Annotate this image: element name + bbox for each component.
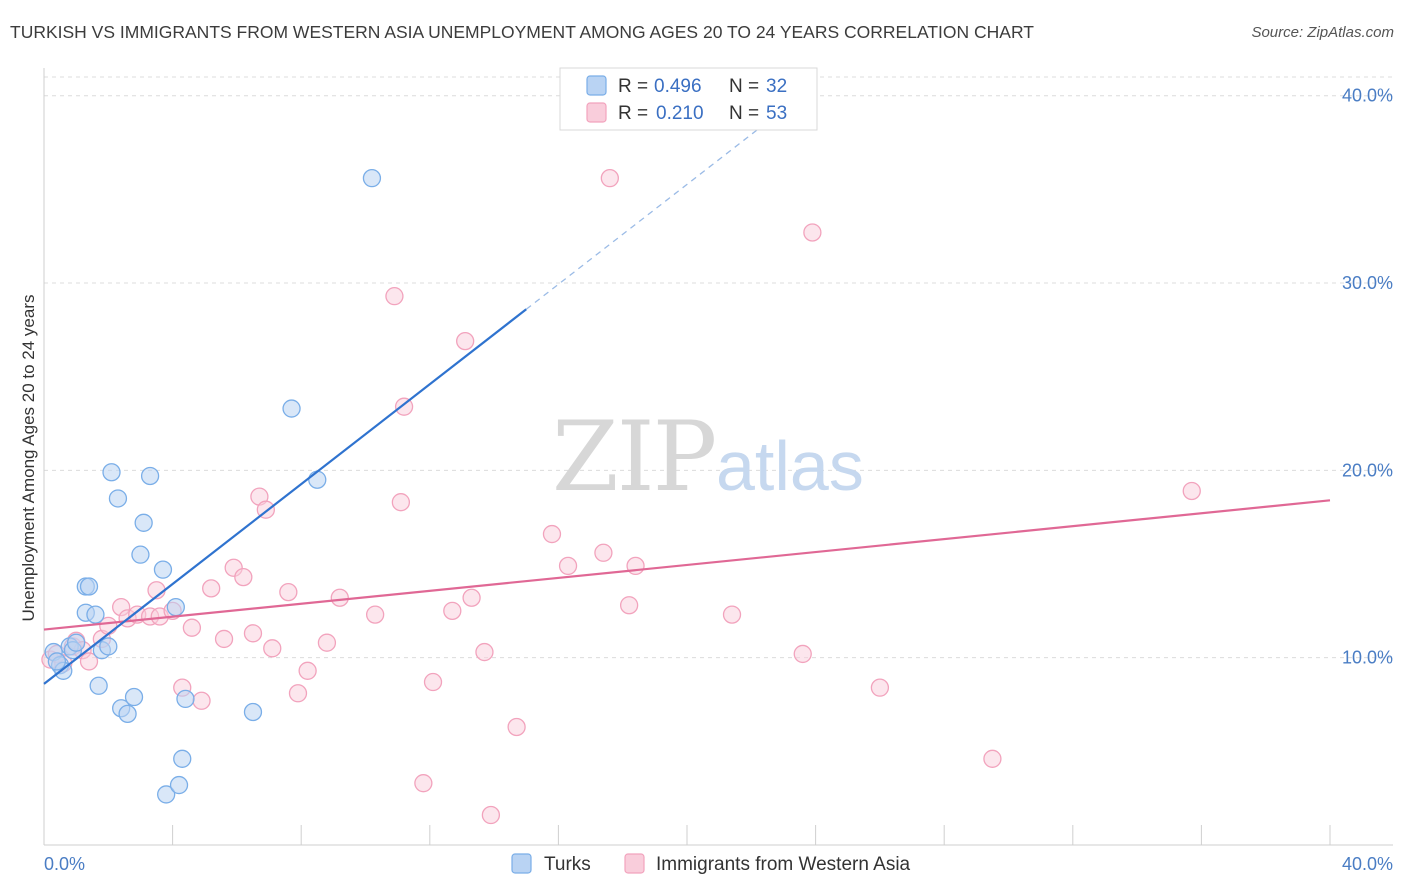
scatter-point: [47, 652, 67, 671]
scatter-point: [102, 463, 121, 482]
bottom-legend: Turks Immigrants from Western Asia: [511, 853, 911, 875]
scatter-point: [86, 605, 105, 624]
x-axis-ticks: [43, 825, 1331, 845]
series-turks-points: [44, 169, 382, 804]
trend-lines: [43, 121, 1331, 685]
scatter-point: [282, 399, 301, 418]
y-axis-label: Unemployment Among Ages 20 to 24 years: [19, 295, 38, 622]
scatter-point: [423, 672, 443, 692]
stats-n-label-immigrants: N =: [729, 103, 759, 124]
scatter-point: [79, 577, 99, 596]
stats-n-label-turks: N =: [729, 76, 759, 97]
scatter-point: [131, 545, 150, 564]
scatter-point: [308, 470, 327, 489]
stats-n-value-turks: 32: [766, 76, 787, 97]
scatter-point: [169, 775, 189, 795]
scatter-point: [176, 689, 195, 709]
scatter-point: [600, 169, 619, 188]
stats-n-value-immigrants: 53: [766, 103, 787, 124]
scatter-point: [89, 676, 108, 695]
stats-r-value-turks: 0.496: [654, 76, 702, 97]
trend-line-turks-extension: [525, 121, 768, 310]
scatter-point: [1182, 481, 1201, 501]
y-axis-tick-labels: 10.0% 20.0% 30.0% 40.0%: [1342, 86, 1393, 668]
scatter-point: [330, 588, 349, 607]
scatter-point: [793, 644, 812, 664]
trend-line-immigrants: [43, 499, 1331, 631]
scatter-point: [124, 687, 144, 707]
scatter-point: [391, 493, 411, 512]
watermark-atlas: atlas: [716, 427, 864, 505]
legend-label-immigrants: Immigrants from Western Asia: [656, 854, 911, 875]
scatter-point: [243, 702, 263, 722]
scatter-point: [507, 717, 526, 737]
scatter-point: [108, 489, 128, 508]
scatter-point: [279, 582, 298, 602]
scatter-point: [202, 579, 221, 598]
scatter-point: [317, 633, 337, 652]
y-tick-label: 10.0%: [1342, 648, 1393, 668]
scatter-point: [153, 560, 173, 579]
stats-r-value-immigrants: 0.210: [656, 103, 704, 124]
scatter-point: [803, 223, 822, 242]
scatter-point: [157, 785, 176, 804]
scatter-point: [298, 661, 317, 680]
scatter-point: [385, 287, 404, 306]
scatter-point: [67, 633, 86, 652]
x-tick-label-min: 0.0%: [44, 854, 85, 874]
scatter-point: [182, 618, 202, 637]
stats-r-label-immigrants: R =: [618, 103, 648, 124]
stats-r-label-turks: R =: [618, 76, 648, 97]
y-tick-label: 30.0%: [1342, 273, 1393, 293]
scatter-point: [558, 556, 578, 576]
scatter-point: [362, 169, 382, 188]
stats-legend-swatch-immigrants: [586, 102, 607, 123]
scatter-point: [263, 639, 282, 658]
legend-label-turks: Turks: [544, 854, 591, 875]
scatter-point: [626, 556, 645, 576]
scatter-point: [192, 691, 211, 710]
scatter-point: [288, 684, 308, 703]
y-tick-label: 20.0%: [1342, 460, 1393, 480]
scatter-point: [134, 513, 153, 532]
scatter-point: [365, 605, 385, 624]
scatter-point: [394, 397, 414, 416]
scatter-point: [99, 637, 118, 656]
scatter-point: [870, 678, 890, 697]
source-label: Source: ZipAtlas.com: [1251, 24, 1394, 41]
scatter-point: [79, 652, 99, 671]
watermark-zip: ZIP: [552, 401, 715, 513]
scatter-point: [173, 749, 192, 768]
scatter-point: [456, 331, 475, 351]
y-tick-label: 40.0%: [1342, 86, 1393, 106]
scatter-point: [443, 601, 462, 621]
scatter-point: [594, 543, 613, 562]
scatter-point: [166, 597, 185, 617]
scatter-point: [475, 642, 494, 662]
scatter-point: [414, 774, 433, 793]
legend-swatch-turks: [511, 853, 532, 874]
scatter-point: [722, 605, 742, 624]
scatter-point: [462, 588, 481, 607]
scatter-point: [983, 749, 1002, 768]
scatter-point: [243, 624, 263, 643]
stats-legend: R = 0.496 N = 32 R = 0.210 N = 53: [559, 67, 818, 131]
trend-line-turks: [43, 308, 527, 685]
scatter-point: [140, 466, 160, 486]
x-tick-label-max: 40.0%: [1342, 854, 1393, 874]
scatter-point: [118, 704, 137, 724]
scatter-point: [542, 524, 562, 544]
stats-legend-swatch-turks: [586, 75, 607, 96]
watermark: ZIP atlas: [552, 401, 864, 513]
scatter-point: [234, 567, 253, 587]
chart-title: TURKISH VS IMMIGRANTS FROM WESTERN ASIA …: [10, 22, 1034, 42]
scatter-point: [619, 596, 639, 615]
scatter-point: [214, 629, 234, 649]
legend-swatch-immigrants: [624, 853, 645, 874]
scatter-point: [481, 805, 501, 825]
